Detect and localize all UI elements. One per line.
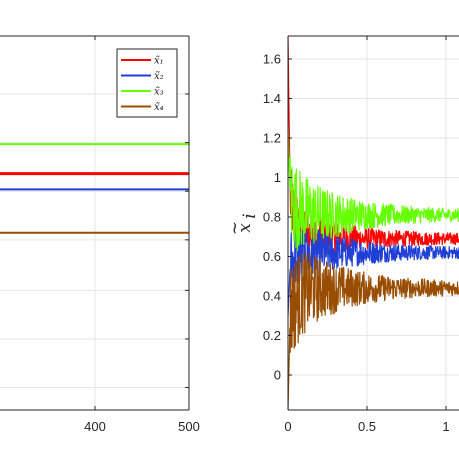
left-x-tick-label: 400 [84, 419, 106, 434]
right-y-tick-label: 1.2 [263, 131, 281, 146]
right-y-tick-label: 1.4 [263, 91, 281, 106]
legend-label-3: x̃₃ [154, 87, 164, 98]
right-y-tick-label: 0.4 [263, 289, 281, 304]
right-y-tick-label: 0 [274, 368, 281, 383]
legend-label-1: x̃₁ [154, 56, 164, 67]
right-y-axis-label-sub: i [240, 213, 260, 218]
right-y-tick-label: 0.2 [263, 328, 281, 343]
right-y-axis-label-base: x [235, 223, 255, 233]
right-y-axis-label-tilde: ~ [225, 221, 245, 235]
right-y-tick-label: 0.6 [263, 249, 281, 264]
legend-label-4: x̃₄ [154, 102, 164, 113]
right-y-tick-label: 0.8 [263, 210, 281, 225]
legend-label-2: x̃₂ [154, 71, 164, 82]
right-y-axis-label: x~ i [225, 213, 260, 235]
legend: x̃₁ x̃₂ x̃₃ x̃₄ [116, 48, 178, 118]
left-x-tick-label: 500 [178, 419, 200, 434]
right-x-tick-label: 1 [442, 419, 449, 434]
right-y-tick-label: 1.6 [263, 52, 281, 67]
right-x-tick-label: 0.5 [358, 419, 376, 434]
right-series-line-3 [288, 128, 459, 252]
right-series-line-2 [288, 224, 459, 316]
left-plot: 0400500x̃₁x̃₂x̃₃x̃₄ [0, 35, 200, 434]
right-y-tick-label: 1 [274, 170, 281, 185]
right-series-line-4 [288, 252, 459, 410]
right-plot: 0 0.2 0.4 0.6 0.8 1 1.2 1.4 1.6 0 0.5 1 x~ i [225, 35, 459, 434]
right-x-tick-label: 0 [284, 419, 291, 434]
right-series-group [288, 36, 459, 410]
